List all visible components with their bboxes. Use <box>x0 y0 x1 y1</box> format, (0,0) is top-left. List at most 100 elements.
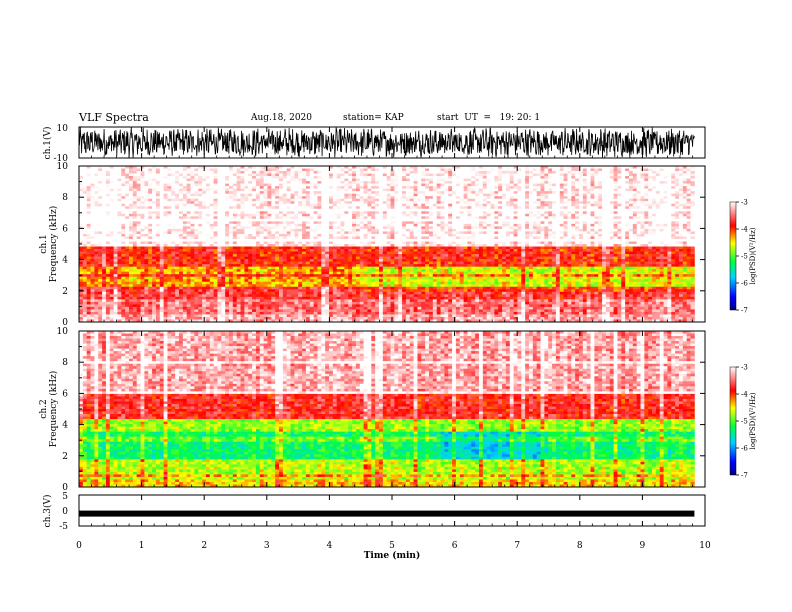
spectrogram-cell <box>687 214 691 217</box>
spectrogram-cell <box>464 226 468 229</box>
spectrogram-cell <box>567 209 571 212</box>
spectrogram-cell <box>417 184 421 187</box>
spectrogram-cell <box>583 199 587 202</box>
spectrogram-cell <box>506 224 510 227</box>
spectrogram-cell <box>125 176 129 179</box>
spectrogram-cell <box>83 234 87 237</box>
spectrogram-cell <box>241 221 245 224</box>
spectrogram-cell <box>214 211 218 214</box>
spectrogram-cell <box>498 229 502 232</box>
spectrogram-cell <box>279 199 283 202</box>
spectrogram-cell <box>375 204 379 207</box>
spectrogram-cell <box>525 196 529 199</box>
spectrogram-cell <box>191 171 195 174</box>
spectrogram-cell <box>406 209 410 212</box>
spectrogram-cell <box>564 219 568 222</box>
spectrogram-cell <box>148 196 152 199</box>
spectrogram-cell <box>667 219 671 222</box>
spectrogram-cell <box>383 176 387 179</box>
spectrogram-cell <box>348 196 352 199</box>
spectrogram-cell <box>679 181 683 184</box>
spectrogram-cell <box>406 176 410 179</box>
spectrogram-cell <box>106 184 110 187</box>
spectrogram-cell <box>337 216 341 219</box>
spectrogram-cell <box>610 209 614 212</box>
spectrogram-cell <box>164 211 168 214</box>
spectrogram-cell <box>229 211 233 214</box>
spectrogram-cell <box>248 174 252 177</box>
spectrogram-cell <box>487 176 491 179</box>
spectrogram-cell <box>229 216 233 219</box>
spectrogram-cell <box>633 171 637 174</box>
spectrogram-cell <box>444 234 448 237</box>
spectrogram-cell <box>314 241 318 244</box>
spectrogram-cell <box>387 211 391 214</box>
spectrogram-cell <box>525 226 529 229</box>
spectrogram-cell <box>683 196 687 199</box>
spectrogram-cell <box>375 209 379 212</box>
spectrogram-cell <box>241 201 245 204</box>
spectrogram-cell <box>452 226 456 229</box>
spectrogram-cell <box>444 231 448 234</box>
vlf-spectra-figure: 10 -10 ch.1(V) 0246810 ch.1 Frequency (k… <box>0 0 792 612</box>
spectrogram-cell <box>583 236 587 239</box>
spectrogram-cell <box>94 176 98 179</box>
spectrogram-cell <box>502 216 506 219</box>
spectrogram-cell <box>552 216 556 219</box>
spectrogram-cell <box>548 181 552 184</box>
spectrogram-cell <box>521 169 525 172</box>
spectrogram-cell <box>475 189 479 192</box>
spectrogram-cell <box>487 194 491 197</box>
spectrogram-cell <box>479 194 483 197</box>
spectrogram-cell <box>91 189 95 192</box>
spectrogram-cell <box>467 199 471 202</box>
spectrogram-cell <box>610 231 614 234</box>
spectrogram-cell <box>591 204 595 207</box>
spectrogram-cell <box>148 234 152 237</box>
spectrogram-cell <box>633 196 637 199</box>
spectrogram-cell <box>160 201 164 204</box>
spectrogram-cell <box>652 206 656 209</box>
spectrogram-cell <box>433 221 437 224</box>
spectrogram-cell <box>379 216 383 219</box>
spectrogram-cell <box>314 206 318 209</box>
spectrogram-cell <box>321 189 325 192</box>
spectrogram-cell <box>606 204 610 207</box>
spectrogram-cell <box>487 181 491 184</box>
spectrogram-cell <box>275 169 279 172</box>
spectrogram-cell <box>106 216 110 219</box>
spectrogram-cell <box>475 201 479 204</box>
spectrogram-cell <box>214 229 218 232</box>
spectrogram-cell <box>314 221 318 224</box>
spectrogram-cell <box>448 209 452 212</box>
spectrogram-cell <box>98 204 102 207</box>
spectrogram-cell <box>679 219 683 222</box>
spectrogram-cell <box>544 201 548 204</box>
spectrogram-cell <box>671 221 675 224</box>
spectrogram-cell <box>129 191 133 194</box>
spectrogram-cell <box>514 179 518 182</box>
spectrogram-cell <box>575 224 579 227</box>
spectrogram-cell <box>602 194 606 197</box>
spectrogram-cell <box>267 216 271 219</box>
spectrogram-cell <box>371 189 375 192</box>
spectrogram-cell <box>602 199 606 202</box>
spectrogram-cell <box>429 239 433 242</box>
spectrogram-cell <box>194 211 198 214</box>
spectrogram-cell <box>144 244 148 247</box>
spectrogram-cell <box>579 221 583 224</box>
spectrogram-cell <box>587 214 591 217</box>
spectrogram-cell <box>491 174 495 177</box>
spectrogram-cell <box>598 231 602 234</box>
spectrogram-cell <box>91 181 95 184</box>
spectrogram-cell <box>506 204 510 207</box>
spectrogram-cell <box>510 224 514 227</box>
spectrogram-cell <box>194 209 198 212</box>
spectrogram-cell <box>210 219 214 222</box>
spectrogram-cell <box>648 179 652 182</box>
spectrogram-cell <box>360 239 364 242</box>
spectrogram-cell <box>444 214 448 217</box>
spectrogram-cell <box>152 216 156 219</box>
spectrogram-cell <box>160 191 164 194</box>
spectrogram-cell <box>398 186 402 189</box>
